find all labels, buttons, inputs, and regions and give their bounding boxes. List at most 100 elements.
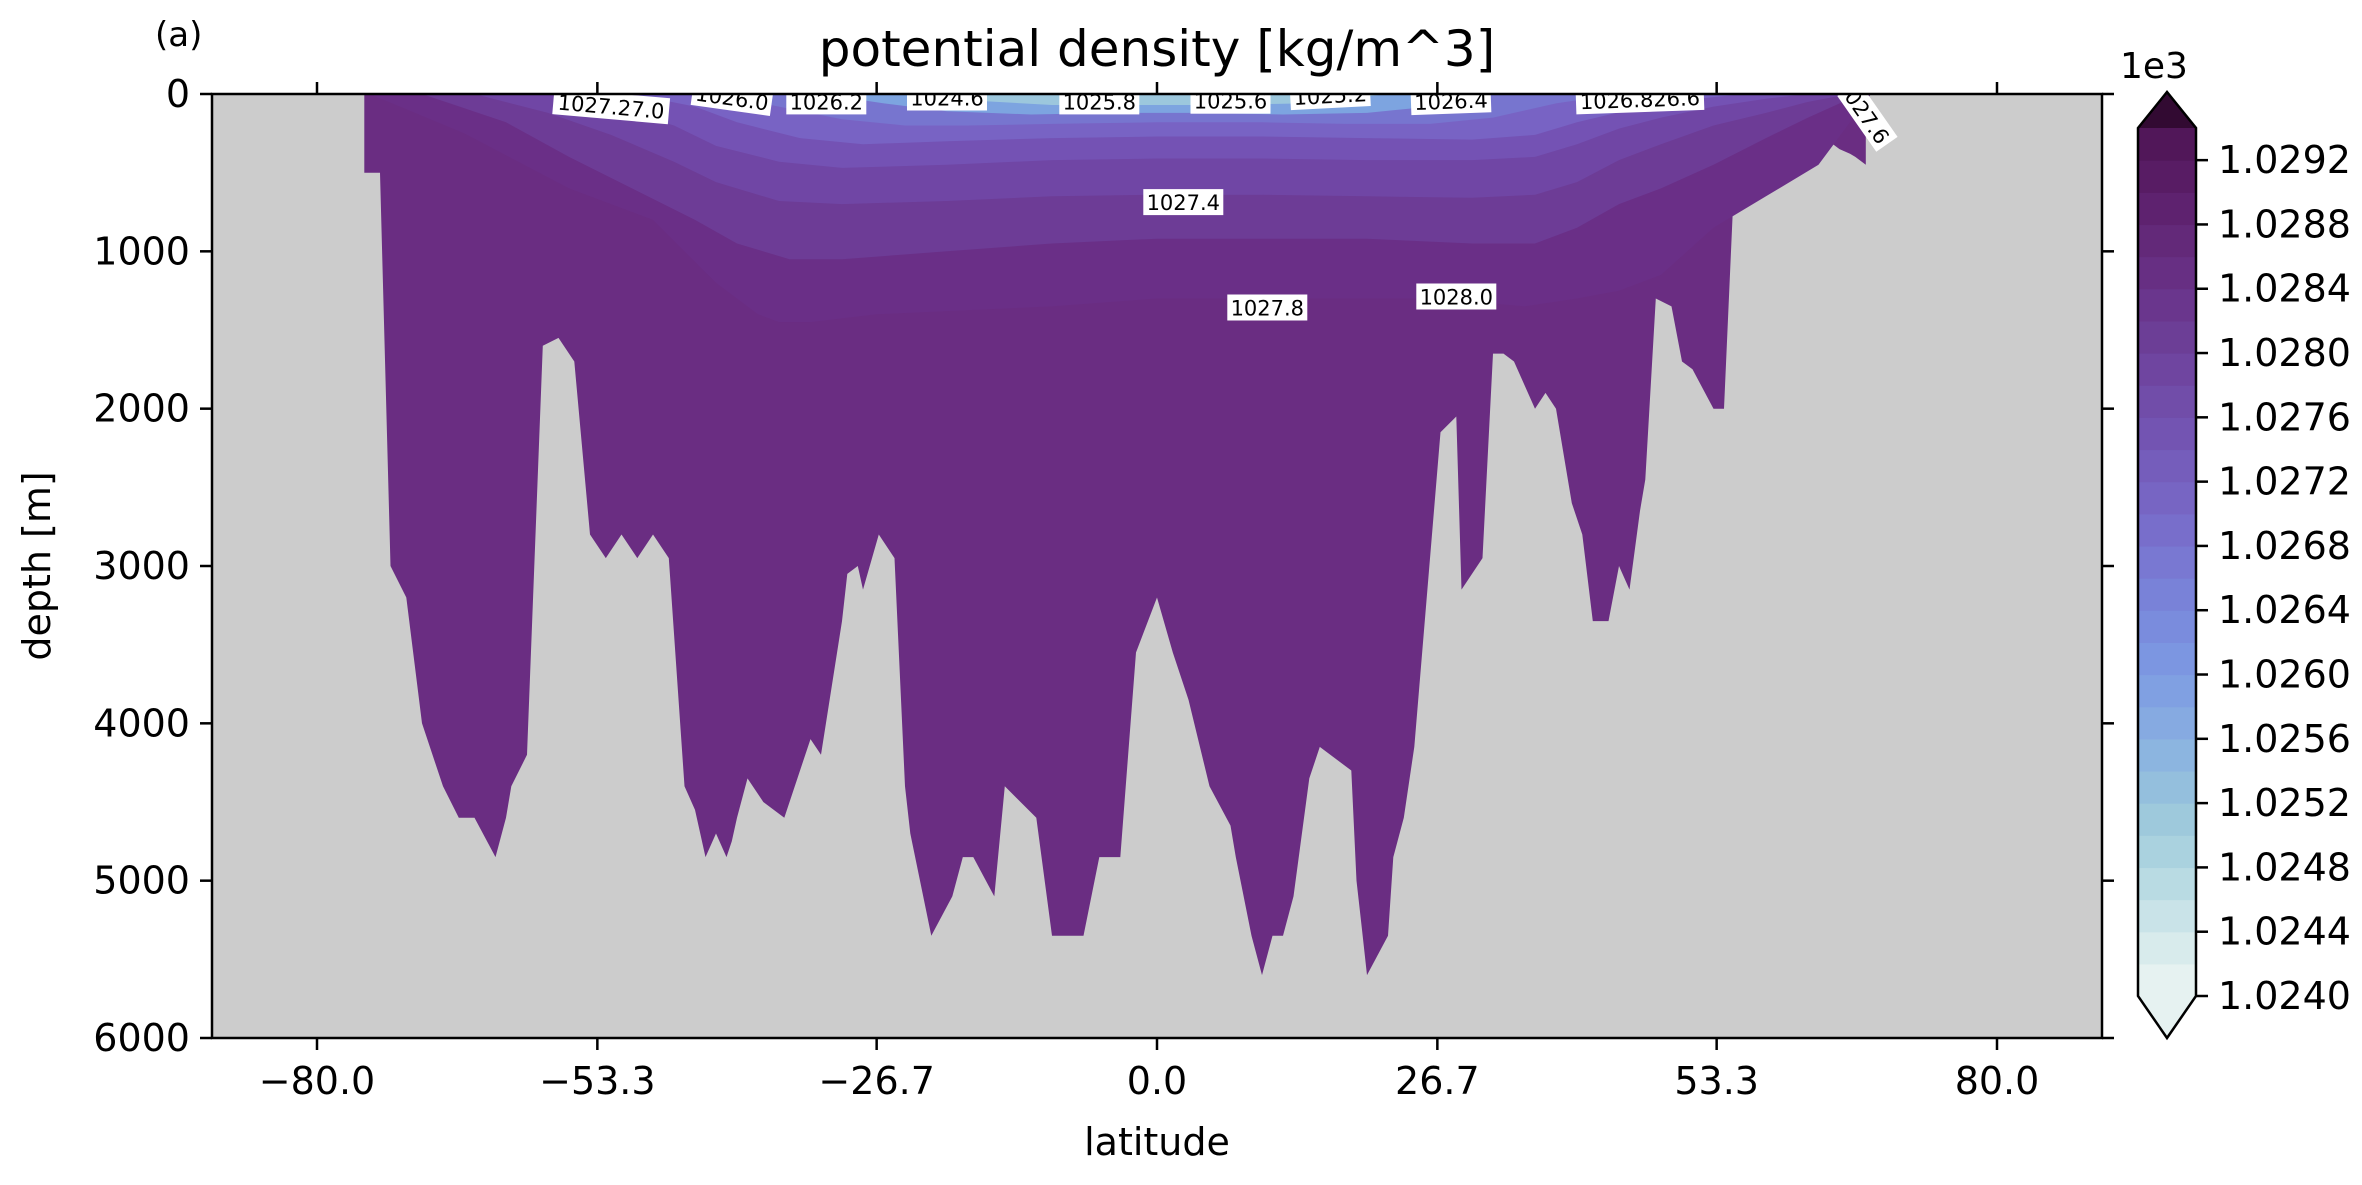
colorbar-segment <box>2138 867 2196 901</box>
colorbar-tick-label: 1.0292 <box>2218 138 2351 182</box>
colorbar-tick-label: 1.0248 <box>2218 845 2351 889</box>
contour-label-text: 1025.8 <box>1063 90 1136 114</box>
contour-label-text: 1025.6 <box>1194 90 1267 114</box>
contour-label: 1027.4 <box>1143 189 1224 216</box>
contour-label: 1025.8 <box>1059 90 1140 115</box>
colorbar-segment <box>2138 385 2196 418</box>
colorbar-offset-text: 1e3 <box>2120 46 2188 87</box>
colorbar-segment <box>2138 578 2196 611</box>
colorbar-segment <box>2138 449 2196 483</box>
y-tick-label: 1000 <box>93 229 190 273</box>
contour-label-text: 1027.8 <box>1231 297 1304 321</box>
contour-label: 1026.4 <box>1410 88 1492 116</box>
colorbar-extend-max <box>2138 92 2196 128</box>
colorbar-segment <box>2138 128 2196 161</box>
colorbar-segment <box>2138 192 2196 226</box>
colorbar-segment <box>2138 963 2196 997</box>
colorbar-tick-label: 1.0276 <box>2218 395 2351 439</box>
contour-label-bg <box>690 94 774 116</box>
contour-label-bg <box>907 94 987 111</box>
contour-label: 1027.8 <box>1227 294 1308 321</box>
contour-label-bg <box>1837 94 1898 152</box>
contour-label-text: 1024.6 <box>910 87 983 111</box>
colorbar-segment <box>2138 674 2196 708</box>
contour-label-bg <box>1190 94 1271 114</box>
colorbar-extend-min <box>2138 996 2196 1038</box>
y-tick-label: 4000 <box>93 701 190 745</box>
colorbar-tick-label: 1.0264 <box>2218 588 2351 632</box>
x-tick-label: −53.3 <box>539 1059 655 1103</box>
plot-area: 1027.27.0 1026.0 1026.2 1024.6 1025.8 1025.6 1… <box>212 82 2102 1038</box>
colorbar-tick-label: 1.0244 <box>2218 910 2351 954</box>
contour-label: 1026.2 <box>786 90 867 115</box>
y-tick-label: 6000 <box>93 1016 190 1060</box>
x-axis: −80.0 −53.3 −26.7 0.0 26.7 53.3 80.0 <box>259 82 2040 1103</box>
colorbar-segment <box>2138 224 2196 258</box>
colorbar-segment <box>2138 706 2196 740</box>
contour-label-bg <box>1410 94 1492 116</box>
x-tick-label: 80.0 <box>1955 1059 2040 1103</box>
colorbar-tick-label: 1.0256 <box>2218 717 2351 761</box>
colorbar-segment <box>2138 610 2196 643</box>
contour-label-text: 1026.2 <box>790 90 863 114</box>
x-tick-label: 26.7 <box>1395 1059 1480 1103</box>
y-tick-label: 0 <box>166 72 190 116</box>
contour-label-text: 1027.4 <box>1147 191 1220 215</box>
contour-label: 1024.6 <box>907 87 987 111</box>
colorbar-tick-label: 1.0288 <box>2218 202 2351 246</box>
contour-label-bg <box>552 94 671 125</box>
colorbar-tick-label: 1.0240 <box>2218 974 2351 1018</box>
colorbar-segment <box>2138 481 2196 515</box>
colorbar-tick-label: 1.0272 <box>2218 460 2351 504</box>
x-tick-label: 0.0 <box>1127 1059 1187 1103</box>
contour-label-bg <box>1416 283 1497 310</box>
colorbar-segment <box>2138 931 2196 965</box>
x-tick-label: 53.3 <box>1674 1059 1759 1103</box>
colorbar-tick-label: 1.0252 <box>2218 781 2351 825</box>
colorbar-segment <box>2138 803 2196 836</box>
colorbar-tick-label: 1.0280 <box>2218 331 2351 375</box>
y-axis: 0 1000 2000 3000 4000 5000 6000 <box>93 72 2114 1060</box>
colorbar-segment <box>2138 353 2196 386</box>
colorbar-tick-label: 1.0260 <box>2218 653 2351 697</box>
contour-label-bg <box>1059 94 1140 115</box>
colorbar-segment <box>2138 417 2196 451</box>
y-tick-label: 2000 <box>93 387 190 431</box>
colorbar-tick-label: 1.0284 <box>2218 267 2351 311</box>
colorbar-segment <box>2138 288 2196 322</box>
contour-label-text: 1026.826.6 <box>1579 86 1700 114</box>
contour-label: 1028.0 <box>1416 283 1497 310</box>
colorbar: 1.0240 1.0244 1.0248 1.0252 1.0256 1.0260 1.02… <box>2136 90 2351 1041</box>
panel-label: (a) <box>155 15 202 55</box>
x-tick-label: −80.0 <box>259 1059 375 1103</box>
y-axis-label: depth [m] <box>15 471 59 660</box>
contour-label-text: 1026.4 <box>1414 88 1488 115</box>
colorbar-segment <box>2138 835 2196 869</box>
density-layers <box>364 94 1871 976</box>
contour-label-bg <box>1143 189 1224 216</box>
contour-label-bg <box>786 94 867 115</box>
colorbar-segment <box>2138 160 2196 193</box>
y-tick-label: 5000 <box>93 859 190 903</box>
colorbar-tick-label: 1.0268 <box>2218 524 2351 568</box>
colorbar-segment <box>2138 770 2196 804</box>
colorbar-segment <box>2138 256 2196 290</box>
x-tick-label: −26.7 <box>818 1059 934 1103</box>
chart-title: potential density [kg/m^3] <box>819 20 1496 78</box>
contour-label: 1025.6 <box>1190 90 1271 114</box>
contour-label-text: 1025.2 <box>1293 82 1368 110</box>
contour-label-bg <box>1227 294 1308 321</box>
contour-label: 1026.826.6 <box>1575 86 1705 115</box>
colorbar-segment <box>2138 642 2196 676</box>
colorbar-segment <box>2138 513 2196 547</box>
ocean-body <box>364 94 1866 976</box>
contour-label-text: 1028.0 <box>1420 286 1493 310</box>
x-axis-label: latitude <box>1084 1120 1230 1164</box>
colorbar-segment <box>2138 899 2196 933</box>
colorbar-segment <box>2138 320 2196 354</box>
colorbar-segment <box>2138 738 2196 772</box>
y-tick-label: 3000 <box>93 544 190 588</box>
colorbar-segment <box>2138 545 2196 579</box>
